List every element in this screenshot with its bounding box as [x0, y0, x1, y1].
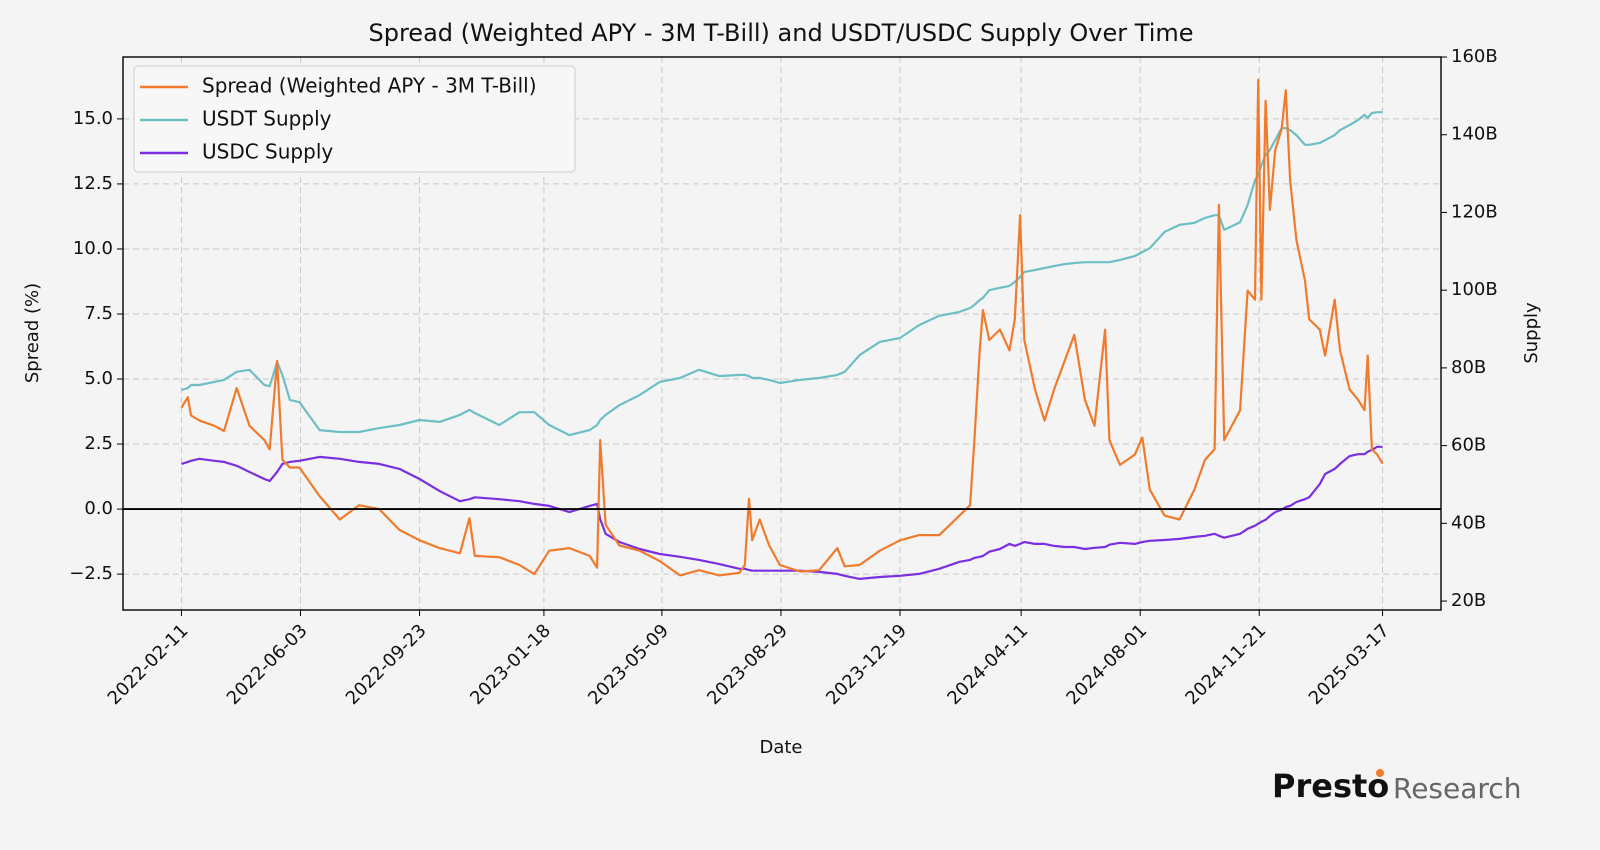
- series-line: [181, 445, 1383, 580]
- y-tick-label: 0.0: [84, 498, 113, 519]
- y2-tick-label: 140B: [1451, 124, 1498, 145]
- y-tick-label: 12.5: [73, 173, 113, 194]
- legend-label: USDC Supply: [202, 140, 333, 164]
- y2-tick-label: 40B: [1451, 512, 1486, 533]
- brand-dot: [1376, 769, 1384, 777]
- y-tick-label: 10.0: [73, 238, 113, 259]
- y2-tick-label: 20B: [1451, 590, 1486, 611]
- x-axis-label: Date: [759, 737, 802, 758]
- chart-title: Spread (Weighted APY - 3M T-Bill) and US…: [369, 19, 1194, 47]
- brand: Presto: [1272, 767, 1389, 805]
- legend-label: USDT Supply: [202, 107, 332, 131]
- legend-box: [133, 65, 576, 173]
- series-line: [180, 78, 1384, 577]
- y2-axis-label: Supply: [1521, 302, 1542, 364]
- y2-tick-label: 60B: [1451, 435, 1486, 456]
- brand-suffix: Research: [1393, 772, 1521, 805]
- y-tick-label: 7.5: [84, 303, 113, 324]
- y2-tick-label: 120B: [1451, 201, 1498, 222]
- plot-frame: [122, 56, 1442, 611]
- y2-tick-label: 160B: [1451, 46, 1498, 67]
- y-axis-label: Spread (%): [22, 283, 43, 383]
- legend-label: Spread (Weighted APY - 3M T-Bill): [202, 74, 537, 98]
- legend: Spread (Weighted APY - 3M T-Bill) USDT Su…: [133, 65, 576, 173]
- y-tick-label: 2.5: [84, 433, 113, 454]
- y2-tick-label: 100B: [1451, 279, 1498, 300]
- y2-tick-label: 80B: [1451, 357, 1486, 378]
- y-tick-label: 5.0: [84, 368, 113, 389]
- y-tick-label: −2.5: [69, 563, 113, 584]
- y-tick-label: 15.0: [73, 108, 113, 129]
- watermark: Presto Research: [1272, 767, 1521, 805]
